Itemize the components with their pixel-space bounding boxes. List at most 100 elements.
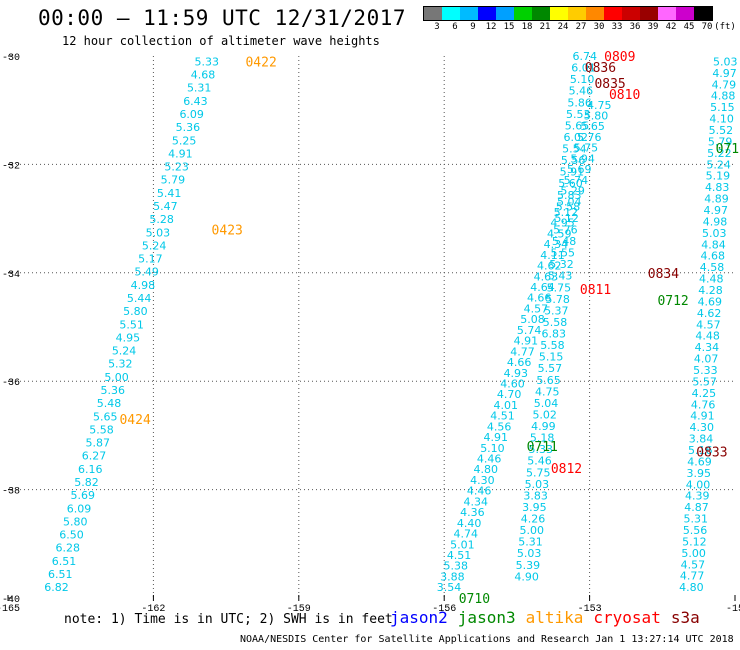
- wave-height-value: 5.55: [551, 247, 576, 260]
- wave-height-value: 4.97: [712, 67, 737, 80]
- satellite-legend-jason2: jason2: [390, 608, 448, 627]
- wave-height-value: 5.12: [554, 212, 579, 225]
- wave-height-value: 5.02: [532, 408, 557, 421]
- wave-height-value: 6.16: [78, 463, 103, 476]
- wave-height-value: 5.03: [713, 55, 738, 68]
- wave-height-value: 5.57: [692, 375, 717, 388]
- wave-height-value: 5.32: [549, 258, 574, 271]
- wave-height-value: 5.46: [527, 455, 552, 468]
- x-tick-label: -153: [578, 604, 602, 615]
- color-scale-label: 27: [575, 22, 587, 32]
- wave-height-value: 4.77: [680, 570, 705, 583]
- wave-height-value: 5.03: [525, 478, 550, 491]
- wave-height-value: 4.91: [168, 147, 193, 160]
- color-scale-label: 6: [452, 22, 458, 32]
- wave-height-value: 5.00: [520, 524, 545, 537]
- wave-height-value: 5.24: [142, 239, 167, 252]
- wave-height-value: 5.80: [584, 109, 609, 122]
- x-tick-label: -165: [0, 604, 20, 615]
- wave-height-value: 4.62: [697, 307, 722, 320]
- wave-height-value: 4.57: [681, 558, 706, 571]
- pass-time-label: 0836: [585, 61, 616, 76]
- wave-height-value: 5.65: [580, 120, 605, 133]
- wave-height-value: 5.39: [516, 559, 541, 572]
- wave-height-value: 4.58: [700, 261, 725, 274]
- satellite-legend-altika: altika: [525, 608, 584, 627]
- color-scale-swatch: [676, 7, 694, 20]
- wave-height-value: 5.80: [63, 515, 88, 528]
- wave-height-value: 4.68: [701, 250, 726, 263]
- color-scale-label: 9: [470, 22, 476, 32]
- wave-height-value: 5.65: [93, 410, 118, 423]
- wave-height-value: 4.68: [191, 69, 216, 82]
- wave-height-value: 4.34: [695, 341, 720, 354]
- color-scale-swatch: [532, 7, 550, 20]
- satellite-legend-s3a: s3a: [670, 608, 700, 627]
- wave-height-value: 5.47: [153, 200, 178, 213]
- wave-height-value: 4.34: [464, 495, 489, 508]
- wave-height-value: 4.69: [698, 295, 723, 308]
- wave-height-value: 4.25: [692, 387, 717, 400]
- pass-time-label: 0422: [245, 55, 276, 70]
- wave-height-value: 5.48: [97, 397, 122, 410]
- wave-height-value: 5.31: [187, 82, 212, 95]
- wave-height-value: 5.91: [560, 166, 585, 179]
- color-scale-swatch: [460, 7, 478, 20]
- pass-time-label: 0712: [657, 294, 688, 309]
- wave-height-value: 4.84: [701, 238, 726, 251]
- satellite-legend-jason3: jason3: [457, 608, 516, 627]
- x-tick-label: -162: [141, 604, 165, 615]
- wave-height-value: 5.25: [172, 134, 197, 147]
- wave-height-value: 5.36: [176, 121, 201, 134]
- page-title: 00:00 – 11:59 UTC 12/31/2017: [38, 6, 407, 30]
- wave-height-value: 4.62: [537, 260, 562, 273]
- y-tick-label: -32: [2, 161, 20, 172]
- wave-height-value: 6.43: [183, 95, 208, 108]
- wave-height-value: 4.99: [531, 420, 556, 433]
- wave-height-value: 5.48: [552, 235, 577, 248]
- wave-height-value: 4.98: [703, 215, 728, 228]
- wave-height-value: 5.83: [557, 189, 582, 202]
- wave-height-value: 4.51: [490, 410, 515, 423]
- wave-height-value: 4.95: [116, 331, 141, 344]
- wave-height-value: 4.91: [484, 431, 509, 444]
- wave-height-value: 5.33: [194, 55, 219, 68]
- color-scale-swatch: [424, 7, 442, 20]
- wave-height-value: 4.60: [500, 377, 525, 390]
- wave-height-value: 5.44: [127, 292, 152, 305]
- wave-height-value: 4.93: [504, 367, 529, 380]
- wave-height-value: 5.38: [443, 560, 468, 573]
- color-scale-label: 21: [539, 22, 551, 32]
- wave-height-value: 5.03: [702, 227, 727, 240]
- wave-height-value: 5.31: [684, 513, 709, 526]
- wave-height-value: 4.57: [524, 302, 549, 315]
- wave-height-value: 5.65: [536, 374, 561, 387]
- wave-height-value: 5.53: [566, 108, 591, 121]
- wave-height-value: 5.41: [157, 187, 182, 200]
- wave-height-value: 5.32: [108, 358, 133, 371]
- wave-height-value: 5.74: [517, 324, 542, 337]
- wave-height-value: 6.83: [541, 328, 566, 341]
- pass-time-label: 0710: [459, 592, 490, 607]
- wave-height-value: 5.58: [543, 316, 568, 329]
- footer-credit: NOAA/NESDIS Center for Satellite Applica…: [240, 634, 734, 645]
- pass-time-label: 0809: [604, 50, 635, 65]
- wave-height-value: 5.36: [101, 384, 126, 397]
- wave-height-value: 4.40: [457, 517, 482, 530]
- wave-height-value: 5.78: [545, 293, 570, 306]
- color-scale-swatch: [694, 7, 712, 20]
- wave-height-value: 4.48: [695, 330, 720, 343]
- wave-height-value: 4.70: [497, 388, 522, 401]
- color-scale-label: 39: [647, 22, 659, 32]
- wave-height-value: 5.56: [561, 154, 586, 167]
- wave-height-value: 5.23: [164, 161, 189, 174]
- color-scale-label: 42: [665, 22, 677, 32]
- wave-height-value: 5.17: [138, 253, 163, 266]
- pass-time-label: 0423: [212, 223, 243, 238]
- wave-height-value: 4.80: [679, 581, 704, 594]
- satellite-legend-cryosat: cryosat: [593, 608, 661, 627]
- wave-height-value: 4.30: [470, 474, 495, 487]
- color-scale-swatch: [640, 7, 658, 20]
- color-scale-swatch: [622, 7, 640, 20]
- pass-time-label: 0810: [609, 88, 640, 103]
